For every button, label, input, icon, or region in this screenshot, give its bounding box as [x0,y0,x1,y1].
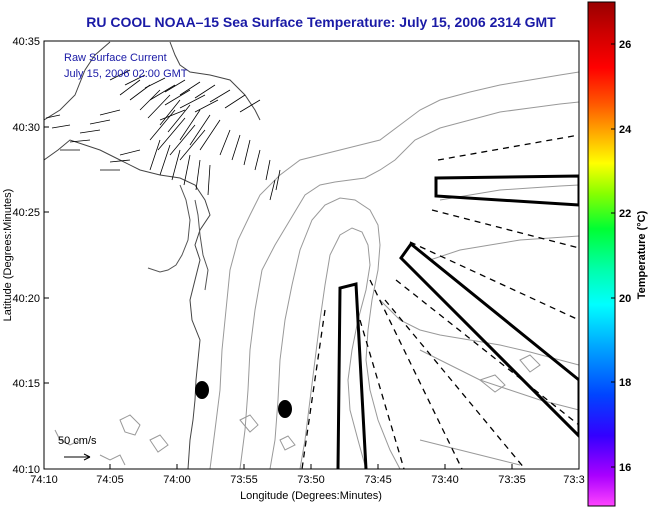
river-inlet [147,184,209,291]
x-tick-label: 73:45 [364,474,392,486]
y-tick-label: 40:30 [12,122,40,134]
scale-label: 50 cm/s [58,435,97,447]
map-title: RU COOL NOAA–15 Sea Surface Temperature:… [86,14,556,30]
x-tick-label: 73:40 [431,474,459,486]
x-tick-label: 73:55 [230,474,258,486]
x-tick-label: 74:10 [30,474,58,486]
x-tick-label: 73:50 [297,474,325,486]
colorbar: 26 24 22 20 18 16 Temperature (°C) [587,1,648,507]
x-tick-label: 73:3 [563,474,584,486]
station-marker [195,381,209,399]
y-tick-label: 40:15 [12,378,40,390]
x-tick-labels: 74:10 74:05 74:00 73:55 73:50 73:45 73:4… [30,474,584,486]
legend-current-date: July 15, 2006 02:00 GMT [64,68,188,80]
y-tick-label: 40:35 [12,36,40,48]
station-marker [278,400,292,418]
colorbar-tick-label: 24 [619,124,632,136]
colorbar-tick-label: 16 [619,462,631,474]
sector-dashed-lines [301,134,579,469]
bathymetry-contours [54,71,579,469]
y-tick-label: 40:10 [12,464,40,476]
surface-current-vectors [45,69,281,201]
colorbar-ticks [611,43,615,468]
colorbar-tick-label: 18 [619,377,631,389]
x-tick-label: 74:05 [96,474,124,486]
colorbar-tick-label: 26 [619,39,631,51]
x-axis-label: Longitude (Degrees:Minutes) [240,490,382,502]
colorbar-gradient [587,1,616,507]
legend-current-title: Raw Surface Current [64,52,167,64]
y-tick-label: 40:25 [12,207,40,219]
colorbar-label: Temperature (°C) [636,210,648,299]
colorbar-tick-label: 20 [619,293,631,305]
x-tick-label: 73:35 [498,474,526,486]
y-tick-labels: 40:35 40:30 40:25 40:20 40:15 40:10 [12,36,40,476]
y-tick-label: 40:20 [12,293,40,305]
map-area: Raw Surface Current July 15, 2006 02:00 … [44,41,579,469]
x-tick-label: 74:00 [163,474,191,486]
axis-ticks [43,40,580,470]
colorbar-tick-label: 22 [619,208,631,220]
sector-solid-outlines [336,174,579,469]
scale-arrowhead [83,453,91,461]
y-axis-label: Latitude (Degrees:Minutes) [2,189,14,322]
